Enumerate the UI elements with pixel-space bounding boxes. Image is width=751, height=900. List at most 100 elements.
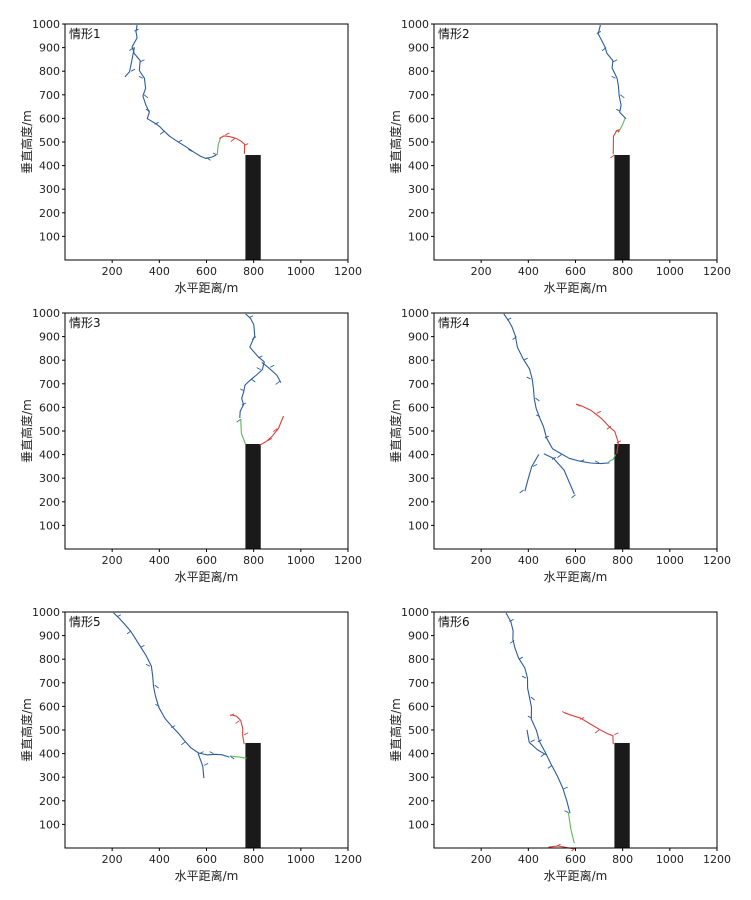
x-tick-label: 600 bbox=[196, 853, 217, 866]
x-tick-label: 800 bbox=[612, 554, 633, 567]
chart-panel-4: 200 400 600 800 1000 1200 100 200 300 400 500 600 70… bbox=[388, 307, 731, 584]
x-tick-label: 1200 bbox=[334, 554, 362, 567]
y-tick-label: 600 bbox=[39, 112, 60, 125]
axes-frame bbox=[433, 611, 718, 849]
y-tick-label: 300 bbox=[408, 183, 429, 196]
building-bar bbox=[245, 443, 261, 549]
x-tick-label: 1200 bbox=[703, 265, 731, 278]
leader-twig bbox=[556, 843, 561, 847]
building-bar bbox=[614, 742, 630, 848]
downward-leader-path bbox=[505, 612, 571, 814]
axes-frame bbox=[64, 611, 349, 849]
x-tick-label: 1200 bbox=[334, 853, 362, 866]
leader-twig bbox=[140, 59, 145, 63]
x-tick-label: 400 bbox=[149, 554, 170, 567]
axes-frame bbox=[64, 312, 349, 550]
x-tick-label: 800 bbox=[612, 265, 633, 278]
y-tick-label: 100 bbox=[408, 519, 429, 532]
x-tick-label: 1000 bbox=[287, 554, 315, 567]
downward-leader-path bbox=[113, 612, 230, 758]
panel-label: 情形2 bbox=[438, 27, 470, 41]
y-tick-label: 500 bbox=[39, 136, 60, 149]
y-tick-label: 1000 bbox=[401, 18, 429, 31]
leader-twig bbox=[154, 121, 159, 125]
leader-twig bbox=[145, 663, 151, 667]
leader-twig bbox=[616, 440, 621, 444]
y-tick-label: 100 bbox=[408, 230, 429, 243]
y-tick-label: 600 bbox=[39, 700, 60, 713]
leader-twig bbox=[275, 381, 280, 385]
y-axis-label: 垂直高度/m bbox=[19, 698, 34, 762]
y-tick-label: 700 bbox=[408, 89, 429, 102]
y-tick-label: 300 bbox=[39, 183, 60, 196]
leader-twig bbox=[532, 463, 538, 467]
downward-branch-leader-path bbox=[543, 453, 575, 495]
panel-label: 情形5 bbox=[69, 615, 101, 629]
leader-twig bbox=[530, 739, 535, 743]
y-tick-label: 700 bbox=[39, 677, 60, 690]
x-tick-label: 200 bbox=[102, 265, 123, 278]
leader-twig bbox=[613, 59, 618, 63]
leader-twig bbox=[130, 68, 136, 72]
building-bar bbox=[614, 443, 630, 549]
x-tick-label: 200 bbox=[471, 265, 492, 278]
leader-twig bbox=[116, 614, 122, 618]
leader-twig bbox=[540, 753, 546, 757]
y-axis-label: 垂直高度/m bbox=[19, 399, 34, 463]
leader-twig bbox=[269, 364, 275, 368]
leader-twig bbox=[519, 489, 524, 494]
y-tick-label: 300 bbox=[408, 771, 429, 784]
leader-twig bbox=[561, 711, 567, 714]
y-tick-label: 800 bbox=[39, 354, 60, 367]
connection-leader-path bbox=[567, 812, 575, 844]
x-tick-label: 200 bbox=[471, 853, 492, 866]
leader-twig bbox=[154, 684, 159, 689]
axes-frame bbox=[433, 312, 718, 550]
y-tick-label: 400 bbox=[408, 160, 429, 173]
upward-leader-path bbox=[576, 403, 619, 454]
leader-twig bbox=[512, 336, 517, 340]
y-tick-label: 300 bbox=[39, 771, 60, 784]
leader-twig bbox=[134, 28, 139, 32]
x-tick-label: 1000 bbox=[287, 265, 315, 278]
leader-twig bbox=[241, 402, 247, 406]
leader-twig bbox=[526, 376, 531, 380]
y-tick-label: 400 bbox=[39, 160, 60, 173]
leader-twig bbox=[145, 108, 151, 112]
y-tick-label: 500 bbox=[408, 724, 429, 737]
y-tick-label: 200 bbox=[408, 496, 429, 509]
x-tick-label: 800 bbox=[243, 853, 264, 866]
y-tick-label: 900 bbox=[39, 630, 60, 643]
y-tick-label: 700 bbox=[408, 378, 429, 391]
upward-leader-path bbox=[564, 712, 614, 745]
leader-twig bbox=[199, 751, 204, 755]
leader-twig bbox=[620, 94, 625, 99]
leader-twig bbox=[203, 762, 209, 766]
x-tick-label: 400 bbox=[518, 554, 539, 567]
y-tick-label: 100 bbox=[39, 230, 60, 243]
leader-twig bbox=[535, 397, 540, 402]
chart-panel-5: 200 400 600 800 1000 1200 100 200 300 400 500 600 70… bbox=[19, 606, 362, 883]
leader-twig bbox=[606, 425, 612, 430]
upward-branch-leader-path bbox=[548, 845, 575, 850]
leader-twig bbox=[615, 128, 620, 132]
x-tick-label: 1200 bbox=[703, 554, 731, 567]
y-tick-label: 100 bbox=[39, 818, 60, 831]
connection-leader-path bbox=[617, 118, 626, 133]
leader-twig bbox=[212, 152, 218, 156]
y-tick-label: 900 bbox=[39, 42, 60, 55]
y-axis-label: 垂直高度/m bbox=[388, 110, 403, 174]
y-tick-label: 100 bbox=[39, 519, 60, 532]
y-tick-label: 700 bbox=[408, 677, 429, 690]
leader-twig bbox=[251, 336, 257, 340]
downward-branch-leader-path bbox=[526, 729, 547, 756]
x-tick-label: 600 bbox=[565, 853, 586, 866]
leader-twig bbox=[596, 410, 601, 414]
x-tick-label: 600 bbox=[565, 554, 586, 567]
leader-twig bbox=[564, 810, 569, 814]
x-axis-label: 水平距离/m bbox=[544, 569, 608, 584]
x-tick-label: 1000 bbox=[656, 265, 684, 278]
x-tick-label: 1000 bbox=[656, 853, 684, 866]
y-axis-label: 垂直高度/m bbox=[388, 399, 403, 463]
y-tick-label: 100 bbox=[408, 818, 429, 831]
